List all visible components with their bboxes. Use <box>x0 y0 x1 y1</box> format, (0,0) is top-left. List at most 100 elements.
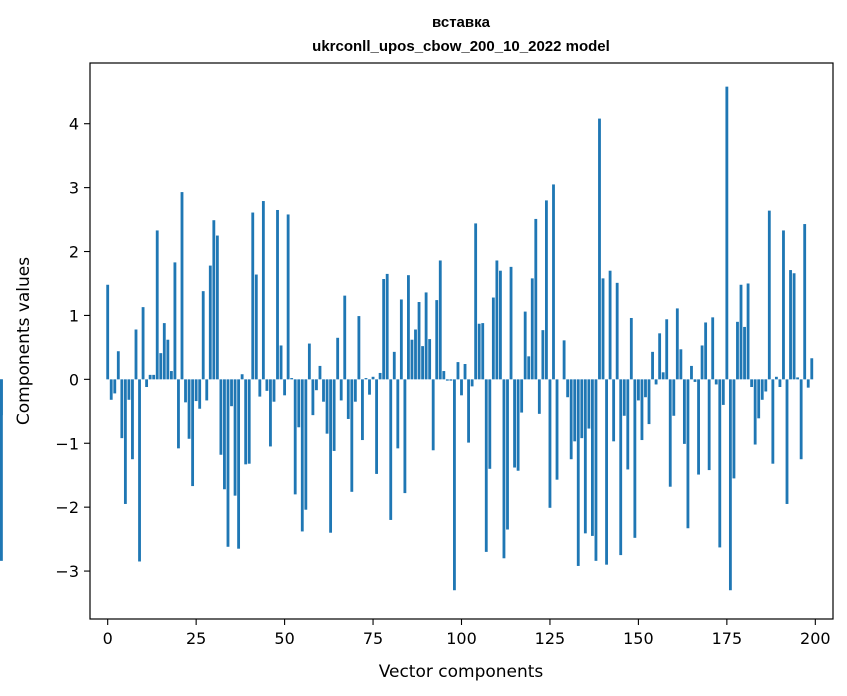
bar-43 <box>258 379 262 397</box>
bar-196 <box>799 379 803 460</box>
bar-99 <box>456 362 460 380</box>
bar-118 <box>523 311 527 380</box>
bar-140 <box>601 278 605 380</box>
bar-71 <box>357 316 361 380</box>
x-tick-label-5: 125 <box>535 629 566 648</box>
bar-162 <box>679 349 683 380</box>
x-axis-label: Vector components <box>379 662 544 682</box>
bar-7 <box>131 379 134 460</box>
bar-105 <box>477 323 481 380</box>
x-tick-label-2: 50 <box>274 629 294 648</box>
bar-107 <box>484 379 488 552</box>
bar-23 <box>187 379 191 439</box>
bar-167 <box>697 379 700 475</box>
bar-176 <box>728 379 732 591</box>
bar-89 <box>421 346 424 380</box>
bar-100 <box>460 379 463 396</box>
y-tick-label-3: 0 <box>69 370 79 389</box>
bar-61 <box>322 379 325 402</box>
bar-134 <box>580 379 584 439</box>
bar-112 <box>502 379 506 559</box>
bar-17 <box>166 339 170 380</box>
bar-199 <box>810 358 814 380</box>
bar-59 <box>315 379 318 391</box>
bar-4 <box>120 379 124 439</box>
bar-151 <box>640 379 644 441</box>
bars-group <box>0 86 814 591</box>
bar-73 <box>364 378 368 380</box>
bar-6 <box>127 379 131 400</box>
x-tick-label-8: 200 <box>800 629 831 648</box>
bar-53 <box>293 379 297 495</box>
bar-67 <box>343 295 347 380</box>
bar-38 <box>240 374 244 380</box>
bar-84 <box>403 379 407 494</box>
bar-3 <box>116 351 120 380</box>
bar-94 <box>438 260 442 380</box>
bar-39 <box>244 379 248 465</box>
bar-44 <box>261 201 265 380</box>
bar-55 <box>300 379 304 532</box>
bar-138 <box>594 379 598 561</box>
y-axis-label: Components values <box>14 257 34 425</box>
bar-190 <box>778 379 782 388</box>
bar-194 <box>792 273 796 380</box>
bar-113 <box>506 379 509 530</box>
bar-132 <box>573 379 577 442</box>
x-tick-label-1: 25 <box>186 629 206 648</box>
bar-163 <box>682 379 686 444</box>
bar-116 <box>516 379 520 471</box>
bar-90 <box>424 292 428 380</box>
bar-103 <box>470 379 474 387</box>
bar-139 <box>598 118 601 380</box>
bar-15 <box>159 353 163 380</box>
bar-157 <box>661 372 665 380</box>
bar-170 <box>707 379 711 471</box>
bar-37 <box>237 379 241 549</box>
bar-172 <box>714 379 718 385</box>
bar-117 <box>520 379 524 413</box>
bar-18 <box>169 371 173 380</box>
bar-143 <box>612 379 616 442</box>
bar-42 <box>254 274 258 380</box>
bar-2 <box>113 379 117 394</box>
bar-182 <box>750 379 754 388</box>
x-tick-label-6: 150 <box>623 629 654 648</box>
bar-50 <box>283 379 287 396</box>
bar-124 <box>545 200 548 380</box>
bar-108 <box>488 379 492 469</box>
chart-title-line-1: вставка <box>432 14 491 31</box>
y-tick-label-5: 2 <box>69 243 79 262</box>
bar-40 <box>247 379 251 464</box>
bar-130 <box>566 379 570 398</box>
bar-154 <box>651 351 654 380</box>
bar-19 <box>173 262 177 380</box>
bar-69 <box>350 379 354 492</box>
bar-82 <box>396 379 400 449</box>
bar-33 <box>223 379 226 490</box>
bar-165 <box>690 365 693 380</box>
bar-115 <box>513 379 516 468</box>
bar-66 <box>339 379 343 401</box>
bar-126 <box>552 184 555 380</box>
bar-24 <box>191 379 195 487</box>
bar-72 <box>361 379 364 441</box>
bar-125 <box>548 379 552 508</box>
bar-48 <box>276 209 279 380</box>
bar-153 <box>647 379 651 425</box>
bar-173 <box>718 379 722 548</box>
bar-91 <box>428 339 432 380</box>
bar-92 <box>431 379 435 451</box>
bar-87 <box>414 329 417 380</box>
bar-193 <box>789 270 792 380</box>
x-axis-ticks: 0 25 50 75 100 125 150 175 200 <box>103 619 831 648</box>
bar-27 <box>201 291 205 380</box>
bar-181 <box>746 283 750 380</box>
bar-54 <box>297 379 301 428</box>
x-tick-label-4: 100 <box>446 629 477 648</box>
bar-98 <box>453 379 456 591</box>
bar-60 <box>318 365 322 380</box>
bar-28 <box>205 379 209 401</box>
y-tick-label-7: 4 <box>69 115 79 134</box>
bar-29 <box>208 265 212 380</box>
